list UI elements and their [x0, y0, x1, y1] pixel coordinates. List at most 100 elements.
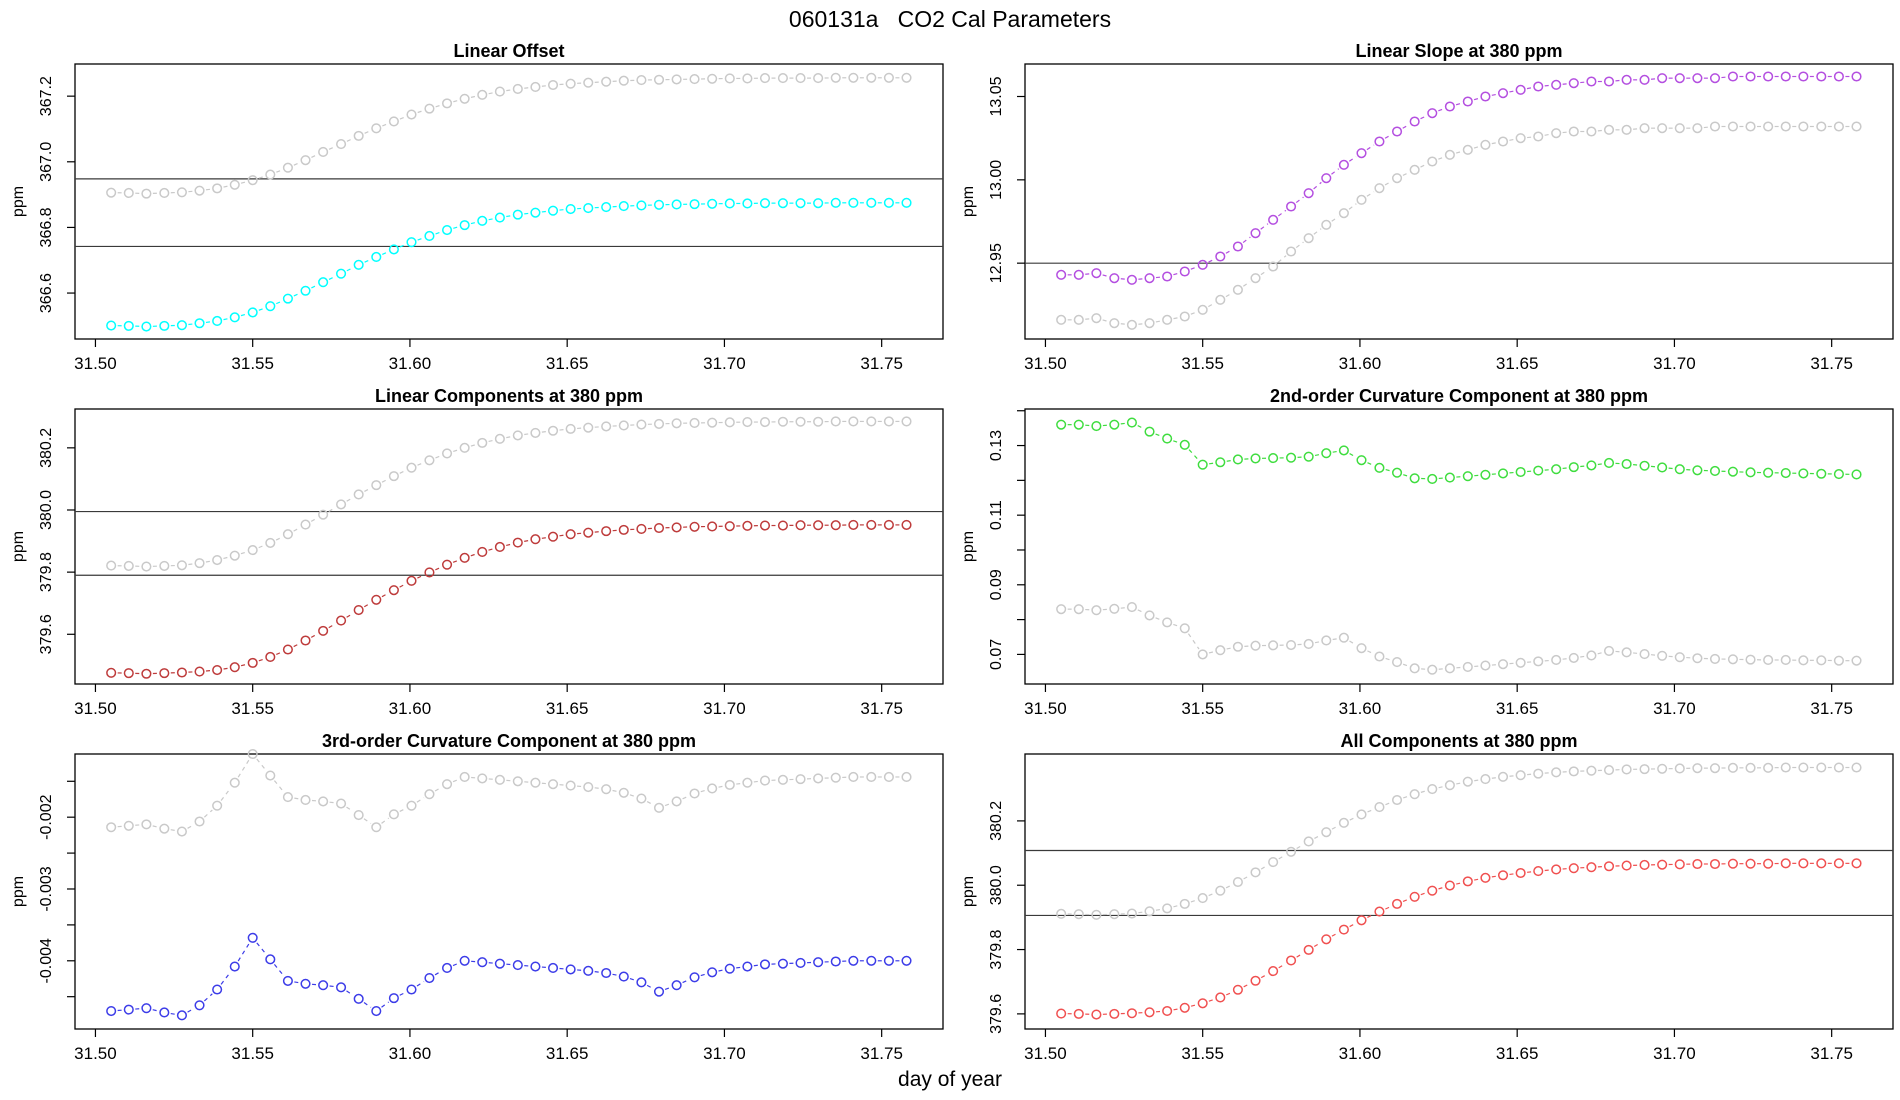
data-point: [547, 425, 559, 436]
data-point: [1798, 858, 1809, 869]
data-point: [1215, 457, 1226, 468]
x-tick-label: 31.70: [703, 354, 746, 373]
x-tick-label: 31.60: [389, 699, 432, 718]
data-point: [1674, 763, 1685, 774]
data-point: [106, 560, 117, 571]
series-segment: [1474, 878, 1480, 881]
data-point: [371, 251, 382, 263]
data-point: [1551, 128, 1562, 139]
series-segment: [240, 181, 247, 184]
series-segment: [541, 85, 547, 87]
data-point: [371, 822, 382, 833]
data-point: [229, 961, 240, 972]
linear-slope-plot: 13.05 13.00 12.95 ppm 31.50 31.55 31.60 31.65 31…: [960, 63, 1894, 373]
y-tick-label: 0.11: [988, 500, 1005, 530]
data-point: [1197, 304, 1208, 315]
data-point: [1303, 836, 1314, 847]
data-point: [636, 200, 647, 211]
series-segment: [188, 563, 194, 566]
data-point: [813, 416, 824, 427]
data-point: [300, 794, 311, 806]
series-segment: [237, 759, 250, 778]
y-tick-label: 380.2: [38, 428, 55, 468]
data-point: [1586, 650, 1597, 661]
series-segment: [506, 436, 512, 439]
data-point: [1409, 473, 1420, 484]
series-segment: [1155, 320, 1161, 323]
data-point: [1444, 663, 1455, 674]
data-point: [336, 798, 347, 809]
data-point: [636, 977, 647, 988]
data-point: [848, 771, 859, 783]
data-point: [724, 198, 735, 209]
data-point: [512, 537, 523, 548]
data-point: [1091, 421, 1102, 432]
data-point: [636, 523, 647, 534]
data-point: [1780, 71, 1791, 82]
series-segment: [311, 154, 318, 158]
series-segment: [1455, 151, 1462, 154]
x-tick-label: 31.70: [1653, 699, 1696, 718]
series-segment: [1509, 873, 1515, 876]
data-point: [1286, 846, 1297, 857]
data-point: [1250, 273, 1261, 284]
data-point: [1444, 101, 1455, 112]
data-point: [1798, 468, 1809, 479]
x-tick-label: 31.55: [231, 354, 274, 373]
data-point: [583, 781, 594, 793]
series-segment: [1260, 864, 1268, 870]
x-tick-label: 31.75: [1810, 1044, 1853, 1063]
series-segment: [1348, 203, 1357, 210]
series-segment: [1155, 433, 1162, 437]
data-point: [1551, 864, 1562, 875]
data-point: [1745, 121, 1756, 132]
series-segment: [417, 574, 424, 579]
x-tick-label: 31.55: [1181, 1044, 1224, 1063]
data-point: [353, 259, 364, 270]
data-point: [141, 819, 152, 830]
series-segment: [328, 146, 336, 150]
data-point: [1798, 71, 1809, 82]
series-segment: [452, 962, 459, 967]
series-segment: [1313, 942, 1322, 948]
data-point: [565, 423, 576, 434]
data-point: [106, 187, 117, 198]
data-point: [1286, 201, 1297, 212]
data-point: [636, 75, 647, 86]
series-segment: [346, 267, 354, 272]
data-point: [1091, 909, 1102, 920]
data-point: [1639, 74, 1650, 85]
data-point: [1162, 433, 1173, 444]
series-segment: [328, 623, 336, 629]
y-tick-label: 367.2: [38, 76, 55, 116]
series-segment: [1367, 462, 1374, 466]
data-point: [141, 561, 152, 572]
data-point: [1780, 468, 1791, 479]
data-point: [1268, 261, 1279, 272]
panel-title: Linear Offset: [453, 41, 565, 61]
data-point: [1851, 469, 1862, 480]
data-point: [795, 73, 806, 84]
data-point: [1268, 857, 1279, 868]
y-tick-label: 12.95: [988, 243, 1005, 283]
series-segment: [1349, 816, 1356, 821]
series-segment: [1187, 633, 1200, 650]
data-point: [1374, 906, 1385, 917]
series-segment: [1208, 651, 1215, 654]
series-segment: [1491, 777, 1497, 779]
data-point: [883, 416, 894, 427]
data-point: [1497, 88, 1509, 99]
data-point: [459, 442, 470, 453]
data-point: [1816, 762, 1827, 773]
data-point: [547, 205, 559, 216]
data-point: [1250, 867, 1261, 878]
data-point: [1515, 84, 1526, 95]
x-tick-label: 31.50: [74, 354, 117, 373]
series-segment: [187, 1008, 195, 1013]
data-point: [1763, 467, 1774, 478]
data-point: [229, 312, 240, 323]
data-point: [1568, 766, 1579, 777]
x-tick-label: 31.65: [546, 699, 589, 718]
data-point: [247, 175, 258, 186]
data-point: [530, 81, 541, 93]
